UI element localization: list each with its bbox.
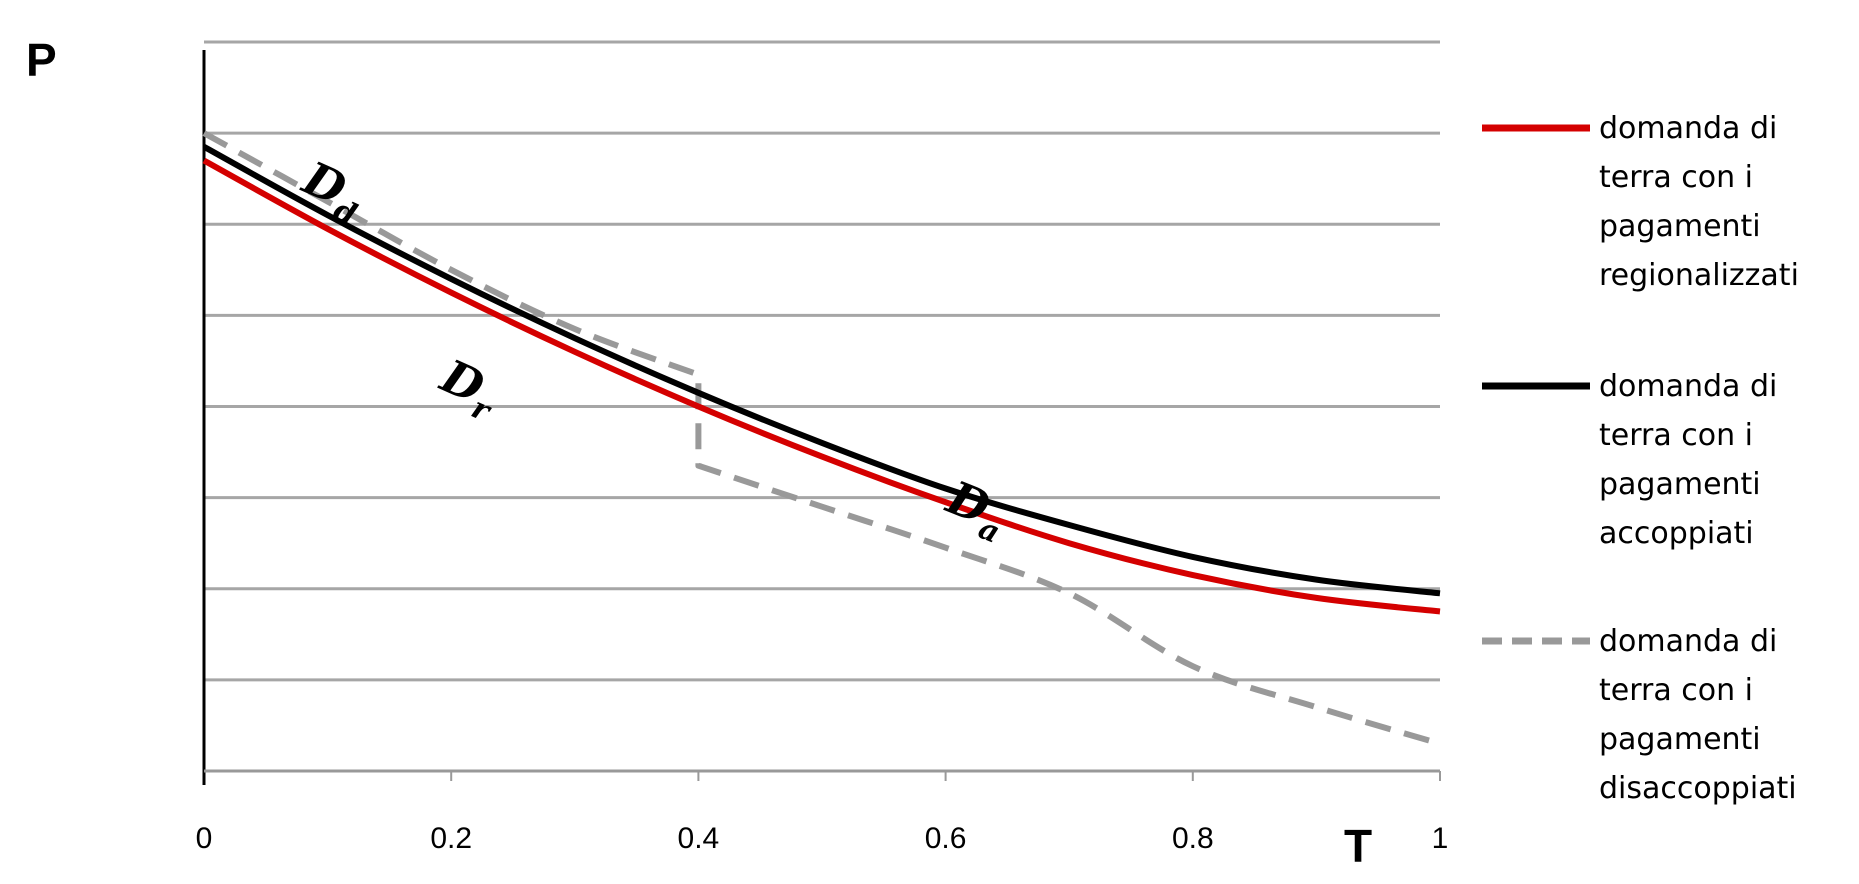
x-tick-label-3: 0.6 bbox=[925, 822, 967, 855]
legend-label-a: domanda di terra con i pagamenti accoppiati bbox=[1599, 369, 1777, 551]
x-tick-label-0: 0 bbox=[196, 822, 213, 855]
curve-label-Dr: Dr bbox=[428, 348, 508, 430]
y-axis-title: P bbox=[26, 34, 57, 86]
x-tick-label-5: 1 bbox=[1432, 822, 1449, 855]
x-tick-label-1: 0.2 bbox=[430, 822, 472, 855]
curve-label-Da: Da bbox=[935, 469, 1015, 550]
series-line-d bbox=[202, 130, 1441, 747]
legend-item-a: domanda di terra con i pagamenti accoppiati bbox=[1482, 369, 1777, 551]
legend-item-d: domanda di terra con i pagamenti disaccoppi… bbox=[1482, 624, 1797, 806]
legend: domanda di terra con i pagamenti regionaliz… bbox=[1482, 111, 1799, 806]
legend-label-r: domanda di terra con i pagamenti regionaliz… bbox=[1599, 111, 1799, 293]
x-axis-title: T bbox=[1344, 820, 1372, 872]
x-tick-label-4: 0.8 bbox=[1172, 822, 1214, 855]
x-tick-label-2: 0.4 bbox=[678, 822, 720, 855]
series-line-a bbox=[202, 144, 1441, 597]
gridlines bbox=[204, 40, 1440, 682]
series-line-r bbox=[202, 157, 1441, 615]
x-tick-labels: 0 0.2 0.4 0.6 0.8 1 bbox=[196, 771, 1449, 855]
legend-item-r: domanda di terra con i pagamenti regionaliz… bbox=[1482, 111, 1799, 293]
legend-label-d: domanda di terra con i pagamenti disaccoppi… bbox=[1599, 624, 1797, 806]
series-lines bbox=[202, 130, 1441, 747]
